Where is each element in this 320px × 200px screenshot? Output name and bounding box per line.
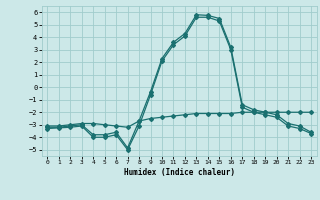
X-axis label: Humidex (Indice chaleur): Humidex (Indice chaleur): [124, 168, 235, 177]
